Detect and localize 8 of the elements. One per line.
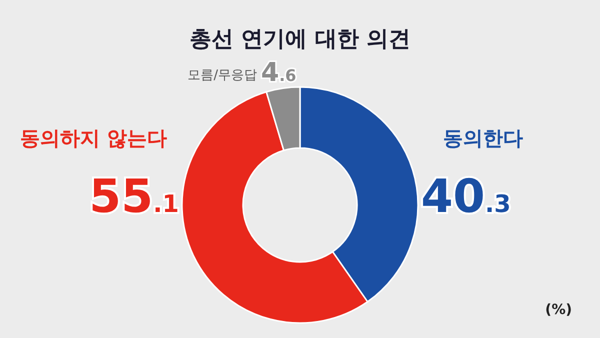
chart-title: 총선 연기에 대한 의견 [190, 27, 410, 52]
slice-label: 동의하지 않는다 [20, 126, 167, 150]
data-label: 4.6 [261, 58, 296, 88]
slice-label: 모름/무응답 [188, 68, 258, 83]
data-label: 40.3 [421, 169, 511, 223]
slice-label: 동의한다 [443, 126, 523, 150]
data-label: 55.1 [89, 169, 179, 223]
text: (%) [545, 302, 572, 318]
